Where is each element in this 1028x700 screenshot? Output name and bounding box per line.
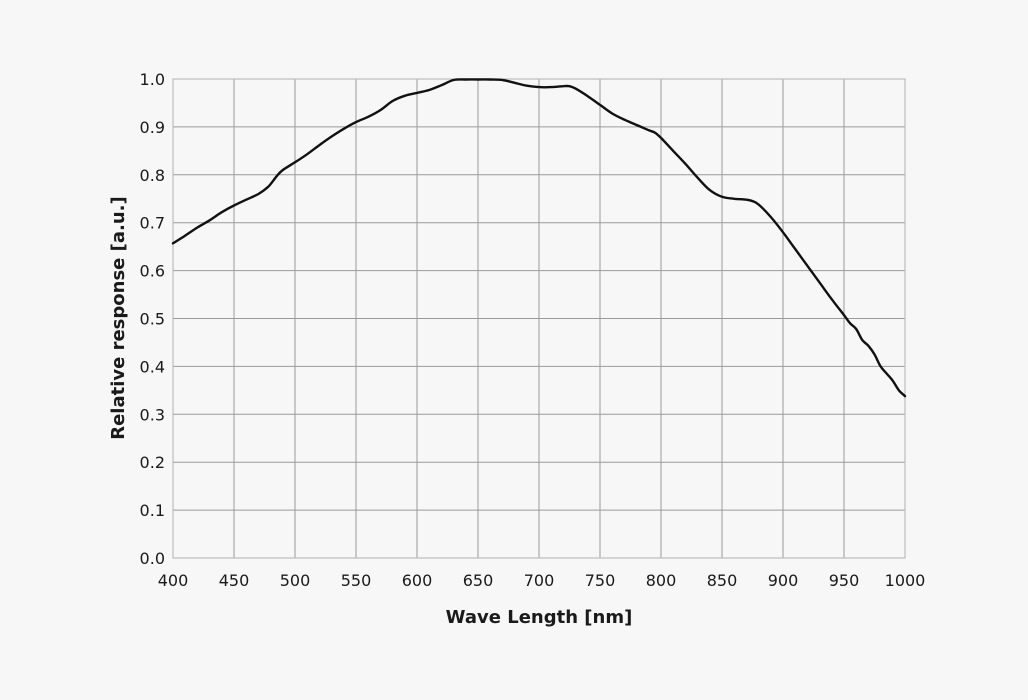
y-tick-label: 0.7 [140,214,165,233]
x-tick-label: 800 [646,571,677,590]
x-tick-label: 700 [524,571,555,590]
x-tick-label: 650 [463,571,494,590]
x-axis-ticks: 400 450 500 550 600 650 700 750 800 850 900 950 1000 [158,571,926,590]
y-tick-label: 0.1 [140,501,165,520]
x-tick-label: 850 [707,571,738,590]
x-tick-label: 600 [402,571,433,590]
plot-frame [172,78,906,559]
x-tick-label: 950 [829,571,860,590]
response-curve [171,78,907,398]
x-tick-label: 550 [341,571,372,590]
y-axis-title: Relative response [a.u.] [108,196,129,440]
y-tick-label: 0.4 [140,357,165,376]
x-tick-label: 1000 [885,571,926,590]
y-tick-label: 0.9 [140,118,165,137]
y-tick-label: 0.5 [140,310,165,329]
y-axis-ticks: 0.0 0.1 0.2 0.3 0.4 0.5 0.6 0.7 0.8 0.9 1.0 [140,70,165,568]
y-tick-label: 0.0 [140,549,165,568]
y-tick-label: 1.0 [140,70,165,89]
x-tick-label: 500 [280,571,311,590]
x-tick-label: 400 [158,571,189,590]
y-tick-label: 0.6 [140,262,165,281]
y-tick-label: 0.3 [140,405,165,424]
x-tick-label: 750 [585,571,616,590]
x-axis-title: Wave Length [nm] [446,607,633,628]
x-tick-label: 900 [768,571,799,590]
x-tick-label: 450 [219,571,250,590]
y-tick-label: 0.2 [140,453,165,472]
y-tick-label: 0.8 [140,166,165,185]
